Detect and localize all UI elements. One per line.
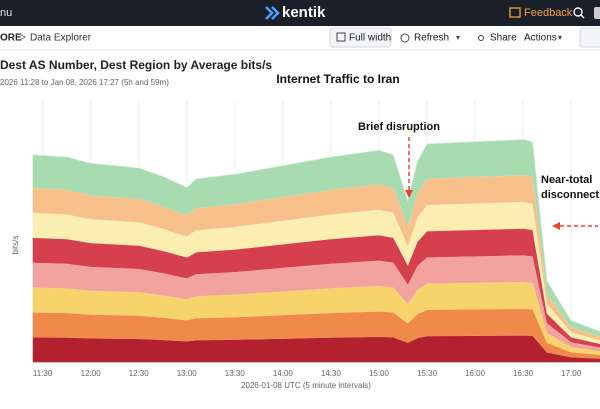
breadcrumb-section[interactable]: ORE <box>0 33 22 44</box>
x-tick-label: 14:30 <box>321 369 342 378</box>
logo-mark <box>265 6 280 20</box>
icon <box>478 35 484 41</box>
x-tick-label: 13:00 <box>177 369 198 378</box>
logo[interactable]: kentik <box>282 4 326 21</box>
user-icon[interactable] <box>594 7 600 19</box>
search-icon[interactable] <box>573 7 583 17</box>
button[interactable] <box>579 27 600 48</box>
x-tick-label: 12:00 <box>81 369 102 378</box>
breadcrumb-page[interactable]: Data Explorer <box>30 33 92 44</box>
area <box>32 335 600 363</box>
breadcrumb-sep: > <box>20 33 26 44</box>
icon <box>336 32 346 42</box>
y-axis-label: bits/s <box>11 236 20 255</box>
query-range: 2026 11:28 to Jan 08, 2026 17:27 (5h and… <box>0 78 169 87</box>
x-tick-label: 15:30 <box>417 369 438 378</box>
icon <box>400 33 410 43</box>
annotation: disconnecti <box>541 189 600 201</box>
refresh-button[interactable]: Refresh <box>414 33 449 44</box>
feedback-icon <box>509 7 521 18</box>
x-tick-label: 17:00 <box>561 369 582 378</box>
x-tick-label: 11:30 <box>33 369 53 378</box>
full-width-button[interactable]: Full width <box>349 33 391 44</box>
top-bar <box>0 0 600 26</box>
annotation: Near-total <box>541 174 592 186</box>
feedback[interactable]: Feedback <box>524 7 573 19</box>
x-tick-label: 14:00 <box>273 369 294 378</box>
x-tick-label: 15:00 <box>369 369 390 378</box>
x-tick-label: 16:00 <box>465 369 486 378</box>
menu[interactable]: nu <box>0 7 12 19</box>
dropdown-caret[interactable]: ▾ <box>558 33 562 42</box>
share-button[interactable]: Share <box>490 33 517 44</box>
x-axis-label: 2026-01-08 UTC (5 minute intervals) <box>241 381 371 390</box>
plot: 11:30 12:00 12:30 13:00 13:30 14:00 14:30 15:00… <box>32 100 600 378</box>
annotation-arrow <box>405 190 413 198</box>
x-tick-label: 16:30 <box>513 369 534 378</box>
area-edge <box>32 138 600 332</box>
annotation-arrow <box>552 222 560 230</box>
x-tick-label: 12:30 <box>129 369 150 378</box>
annotation: Brief disruption <box>358 121 440 133</box>
chart-title: Internet Traffic to Iran <box>276 72 399 86</box>
actions-button[interactable]: Actions <box>524 33 557 44</box>
search-icon <box>580 14 585 19</box>
x-tick-label: 13:30 <box>225 369 246 378</box>
breadcrumb-bar <box>0 26 600 50</box>
dropdown-caret[interactable]: ▾ <box>456 33 460 42</box>
query-title: Dest AS Number, Dest Region by Average b… <box>0 58 272 72</box>
